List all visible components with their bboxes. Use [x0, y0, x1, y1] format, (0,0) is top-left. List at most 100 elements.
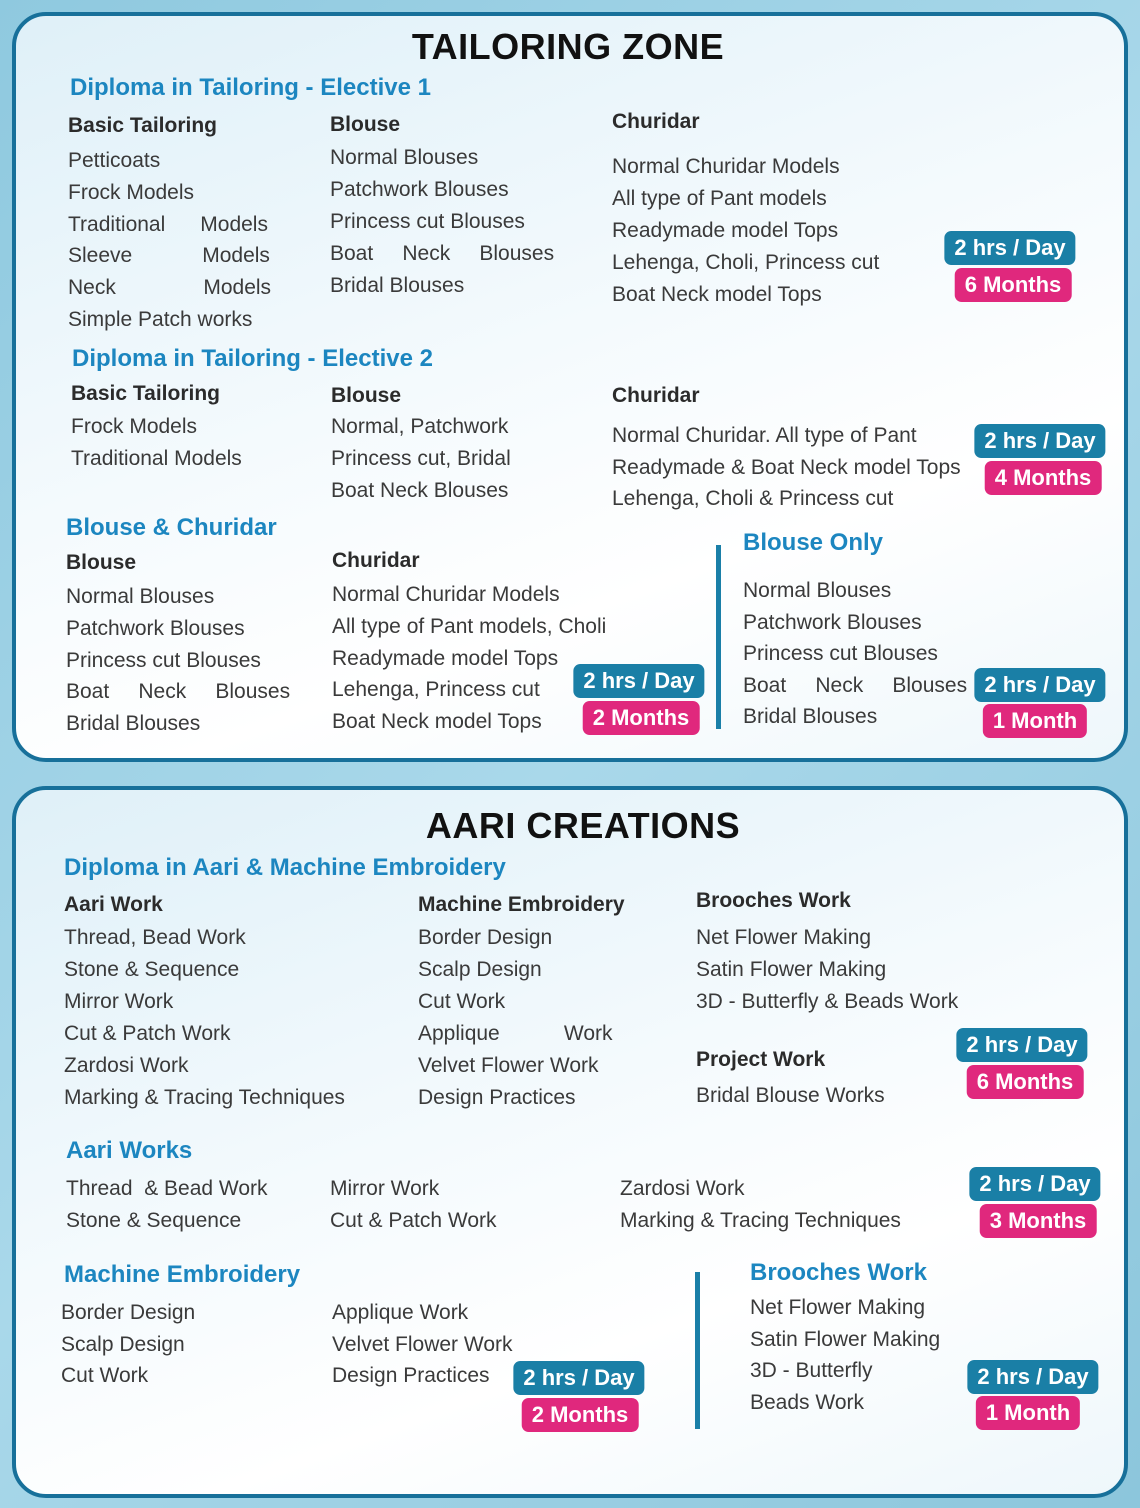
hours-badge: 2 hrs / Day	[513, 1361, 645, 1395]
list-item: Stone & Sequence	[66, 1209, 242, 1232]
section-heading: Blouse & Churidar	[66, 514, 277, 541]
list-item: Cut & Patch Work	[330, 1209, 497, 1232]
list-item: Bridal Blouse Works	[696, 1084, 885, 1107]
list-item: Velvet Flower Work	[332, 1332, 513, 1356]
aari-creations-title: AARI CREATIONS	[425, 805, 741, 846]
list-item: Normal Churidar Models	[612, 155, 840, 178]
list-item: Readymade model Tops	[612, 219, 839, 242]
list-item: Scalp Design	[418, 958, 542, 981]
list-item: Sleeve Models	[68, 244, 270, 268]
list-item: Design Practices	[418, 1086, 576, 1109]
list-item: Satin Flower Making	[750, 1327, 941, 1351]
list-item: Boat Neck model Tops	[332, 710, 542, 734]
list-item: Mirror Work	[64, 990, 174, 1013]
list-item: Princess cut, Bridal	[331, 447, 511, 470]
list-item: Patchwork Blouses	[330, 178, 509, 201]
duration-badge: 3 Months	[979, 1204, 1097, 1238]
list-item: Simple Patch works	[68, 308, 253, 331]
list-item: Lehenga, Choli & Princess cut	[612, 487, 894, 510]
column-title: Blouse	[66, 551, 137, 574]
list-item: Border Design	[61, 1301, 196, 1324]
list-item: Design Practices	[332, 1364, 490, 1387]
list-item: Velvet Flower Work	[418, 1054, 599, 1077]
list-item: Neck Models	[68, 276, 272, 300]
section-heading: Aari Works	[66, 1137, 193, 1164]
list-item: Normal, Patchwork	[331, 415, 509, 438]
list-item: Stone & Sequence	[64, 958, 240, 981]
list-item: Princess cut Blouses	[330, 210, 525, 233]
section-heading: Blouse Only	[743, 529, 884, 556]
list-item: Bridal Blouses	[743, 705, 878, 728]
list-item: Normal Blouses	[743, 579, 892, 602]
list-item: Princess cut Blouses	[743, 642, 938, 665]
duration-badge: 1 Month	[982, 704, 1088, 738]
list-item: Princess cut Blouses	[66, 648, 261, 672]
list-item: Bridal Blouses	[66, 712, 201, 736]
duration-badge: 2 Months	[582, 701, 700, 735]
list-item: Frock Models	[71, 415, 198, 438]
list-item: Mirror Work	[330, 1177, 440, 1200]
section-heading: Brooches Work	[750, 1259, 927, 1286]
divider	[716, 545, 721, 729]
list-item: Boat Neck Blouses	[66, 680, 291, 704]
section-heading: Diploma in Tailoring - Elective 1	[70, 74, 431, 101]
hours-badge: 2 hrs / Day	[956, 1028, 1088, 1062]
list-item: Normal Churidar Models	[332, 583, 560, 606]
list-item: Patchwork Blouses	[66, 616, 245, 640]
list-item: Marking & Tracing Techniques	[620, 1209, 901, 1232]
list-item: Readymade model Tops	[332, 646, 559, 670]
section-heading: Machine Embroidery	[64, 1261, 301, 1288]
list-item: Net Flower Making	[696, 926, 872, 949]
section-heading: Diploma in Tailoring - Elective 2	[72, 345, 433, 372]
list-item: All type of Pant models, Choli	[332, 614, 607, 638]
list-item: Net Flower Making	[750, 1296, 926, 1319]
hours-badge: 2 hrs / Day	[974, 424, 1106, 458]
list-item: Lehenga, Choli, Princess cut	[612, 251, 880, 274]
hours-badge: 2 hrs / Day	[969, 1167, 1101, 1201]
list-item: Lehenga, Princess cut	[332, 678, 540, 702]
list-item: Marking & Tracing Techniques	[64, 1086, 345, 1109]
list-item: Cut Work	[418, 990, 506, 1013]
list-item: Boat Neck Blouses	[331, 479, 509, 502]
list-item: Cut & Patch Work	[64, 1022, 231, 1045]
duration-badge: 2 Months	[521, 1398, 639, 1432]
list-item: Frock Models	[68, 180, 195, 204]
column-title: Basic Tailoring	[71, 382, 220, 405]
duration-badge: 6 Months	[954, 268, 1072, 302]
list-item: Satin Flower Making	[696, 958, 887, 981]
list-item: Border Design	[418, 926, 553, 949]
duration-badge: 6 Months	[966, 1065, 1084, 1099]
list-item: Normal Churidar. All type of Pant	[612, 424, 917, 447]
list-item: Petticoats	[68, 149, 161, 172]
list-item: Normal Blouses	[66, 585, 215, 608]
divider	[695, 1272, 700, 1429]
list-item: Zardosi Work	[620, 1177, 745, 1200]
section-heading: Diploma in Aari & Machine Embroidery	[64, 854, 506, 881]
tailoring-zone-panel	[12, 12, 1128, 762]
hours-badge: 2 hrs / Day	[974, 668, 1106, 702]
list-item: Traditional Models	[71, 447, 242, 470]
column-title: Project Work	[696, 1048, 826, 1071]
column-title: Aari Work	[64, 893, 163, 916]
list-item: Scalp Design	[61, 1332, 185, 1356]
list-item: Boat Neck Blouses	[743, 673, 968, 697]
column-title: Blouse	[330, 113, 401, 136]
list-item: 3D - Butterfly	[750, 1359, 873, 1383]
hours-badge: 2 hrs / Day	[967, 1360, 1099, 1394]
list-item: Applique Work	[332, 1301, 469, 1324]
list-item: All type of Pant models	[612, 187, 827, 210]
list-item: Normal Blouses	[330, 146, 479, 169]
list-item: Boat Neck Blouses	[330, 242, 555, 265]
tailoring-zone-title: TAILORING ZONE	[411, 26, 725, 67]
list-item: Thread, Bead Work	[64, 926, 246, 949]
column-title: Churidar	[612, 110, 700, 133]
column-title: Blouse	[331, 384, 402, 407]
list-item: Thread & Bead Work	[66, 1177, 268, 1200]
column-title: Machine Embroidery	[418, 893, 625, 916]
list-item: Zardosi Work	[64, 1054, 189, 1077]
list-item: 3D - Butterfly & Beads Work	[696, 990, 959, 1013]
duration-badge: 4 Months	[984, 461, 1102, 495]
hours-badge: 2 hrs / Day	[573, 664, 705, 698]
column-title: Churidar	[612, 384, 700, 407]
list-item: Readymade & Boat Neck model Tops	[612, 455, 961, 479]
